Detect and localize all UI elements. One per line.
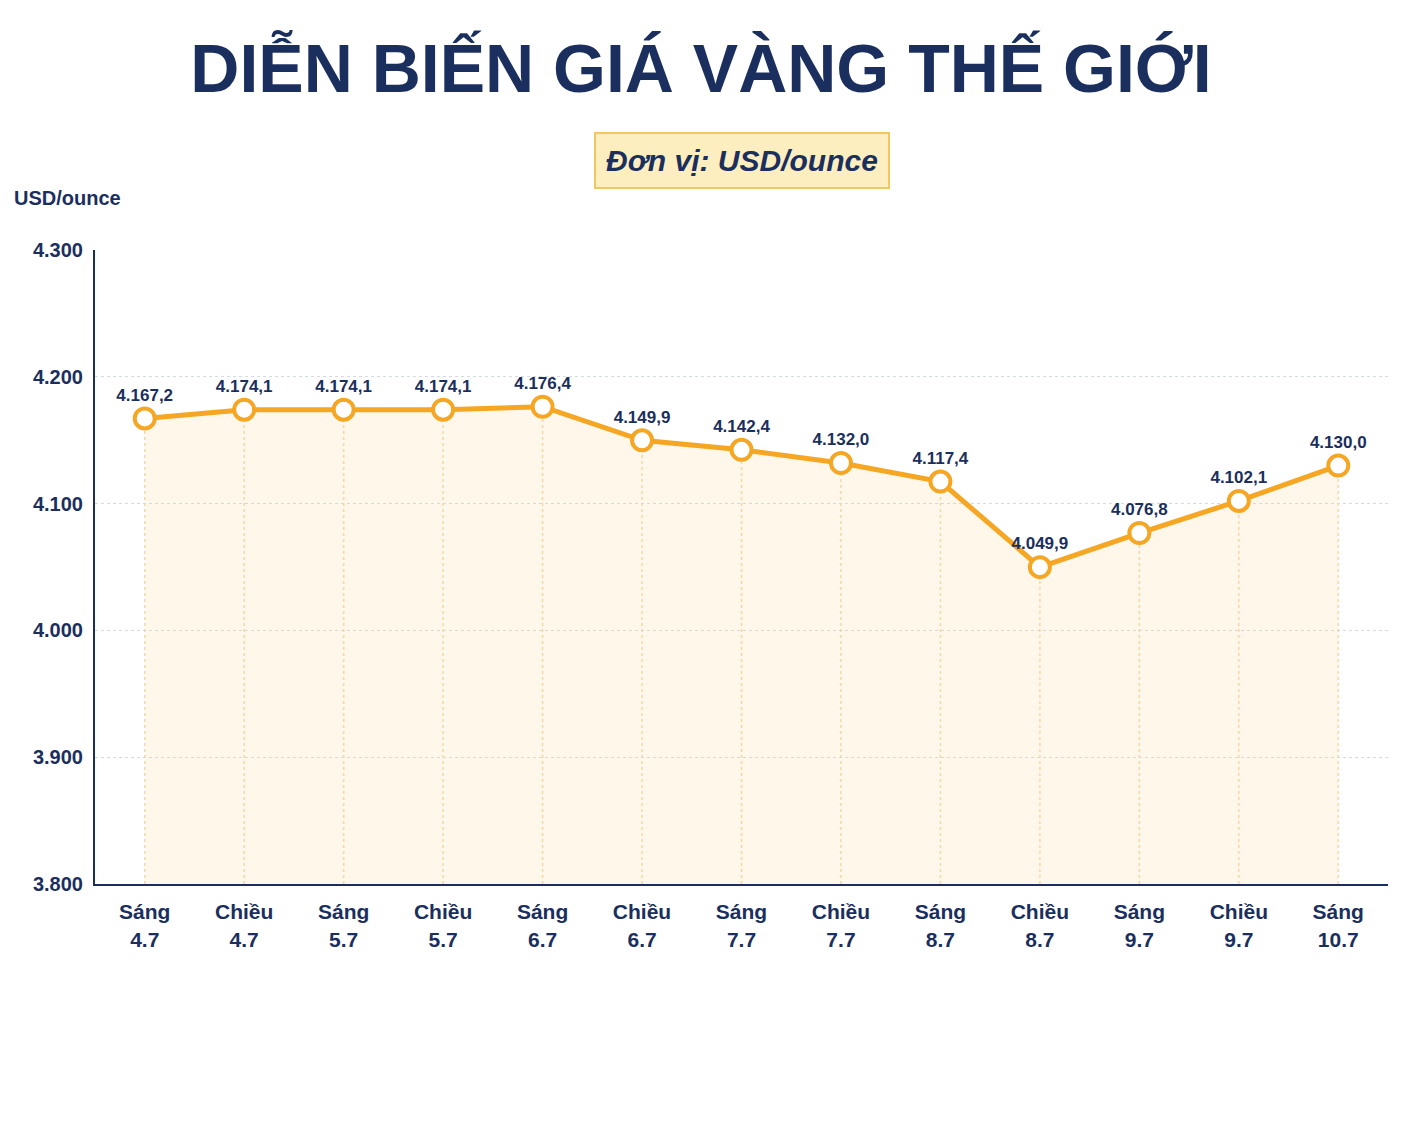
- svg-text:USD/ounce: USD/ounce: [14, 187, 121, 209]
- svg-text:4.174,1: 4.174,1: [415, 377, 472, 396]
- svg-text:4.117,4: 4.117,4: [913, 449, 969, 468]
- svg-text:4.200: 4.200: [33, 366, 83, 388]
- svg-text:Chiều4.7: Chiều4.7: [215, 900, 273, 950]
- svg-text:Chiều8.7: Chiều8.7: [1011, 900, 1069, 950]
- svg-text:Chiều6.7: Chiều6.7: [613, 900, 671, 950]
- svg-text:Sáng7.7: Sáng7.7: [716, 900, 767, 950]
- svg-text:4.132,0: 4.132,0: [813, 430, 870, 449]
- svg-text:4.130,0: 4.130,0: [1310, 433, 1367, 452]
- svg-text:Sáng8.7: Sáng8.7: [915, 900, 966, 950]
- svg-text:4.142,4: 4.142,4: [713, 417, 770, 436]
- svg-text:Sáng6.7: Sáng6.7: [517, 900, 568, 950]
- svg-text:4.149,9: 4.149,9: [614, 408, 671, 427]
- svg-text:Chiều5.7: Chiều5.7: [414, 900, 472, 950]
- svg-text:Sáng9.7: Sáng9.7: [1114, 900, 1165, 950]
- svg-text:4.176,4: 4.176,4: [514, 374, 571, 393]
- svg-text:4.076,8: 4.076,8: [1111, 500, 1168, 519]
- svg-text:Sáng4.7: Sáng4.7: [119, 900, 170, 950]
- svg-text:4.300: 4.300: [33, 239, 83, 261]
- svg-text:Sáng10.7: Sáng10.7: [1313, 900, 1364, 950]
- svg-text:Chiều9.7: Chiều9.7: [1210, 900, 1268, 950]
- svg-text:4.167,2: 4.167,2: [116, 386, 173, 405]
- svg-text:4.000: 4.000: [33, 619, 83, 641]
- svg-text:3.900: 3.900: [33, 746, 83, 768]
- svg-text:Sáng5.7: Sáng5.7: [318, 900, 369, 950]
- svg-text:Chiều7.7: Chiều7.7: [812, 900, 870, 950]
- svg-text:4.174,1: 4.174,1: [216, 377, 273, 396]
- svg-text:4.100: 4.100: [33, 493, 83, 515]
- svg-text:4.049,9: 4.049,9: [1012, 534, 1069, 553]
- svg-text:4.174,1: 4.174,1: [315, 377, 372, 396]
- svg-text:4.102,1: 4.102,1: [1210, 468, 1267, 487]
- svg-text:DIỄN BIẾN GIÁ VÀNG THẾ GIỚI: DIỄN BIẾN GIÁ VÀNG THẾ GIỚI: [190, 30, 1211, 106]
- svg-text:3.800: 3.800: [33, 873, 83, 895]
- svg-text:Đơn vị: USD/ounce: Đơn vị: USD/ounce: [606, 144, 878, 177]
